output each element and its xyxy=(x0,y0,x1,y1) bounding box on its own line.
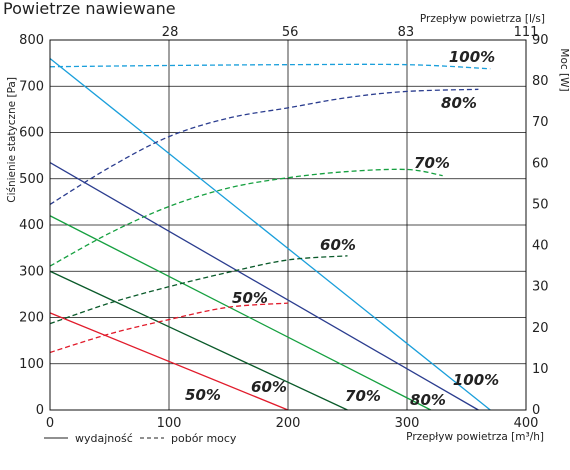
y-left-tick-label: 200 xyxy=(19,311,44,326)
legend-solid-label: wydajność xyxy=(75,432,133,445)
y-right-tick-label: 40 xyxy=(532,239,549,254)
y-left-tick-label: 400 xyxy=(19,218,44,233)
y-right-tick-label: 10 xyxy=(532,362,549,377)
series-label-pressure-70pct: 70% xyxy=(345,387,381,405)
legend: wydajność pobór mocy xyxy=(44,432,237,445)
series-label-pressure-60pct: 60% xyxy=(251,378,287,396)
x-top-tick-label: 56 xyxy=(282,25,299,40)
y-right-tick-label: 50 xyxy=(532,197,549,212)
axes: 0100200300400500600700800010203040506070… xyxy=(6,13,570,443)
legend-dashed-label: pobór mocy xyxy=(171,432,237,445)
series-label-power-80pct: 80% xyxy=(441,94,477,112)
series-labels: 50% 60% 70% 80% 100% 60% 70% 80% 100% 50% xyxy=(185,48,499,409)
y-left-tick-label: 0 xyxy=(36,403,44,418)
power-curve-50pct xyxy=(49,302,289,354)
y-right-tick-label: 20 xyxy=(532,321,549,336)
x-top-tick-label: 28 xyxy=(162,25,179,40)
series-label-power-70pct: 70% xyxy=(414,154,450,172)
x-bottom-tick-label: 400 xyxy=(514,416,539,431)
power-curve-100pct xyxy=(49,63,491,70)
series-label-pressure-80pct: 80% xyxy=(410,391,446,409)
pressure-line-50pct xyxy=(49,312,289,411)
x-bottom-tick-label: 200 xyxy=(276,416,301,431)
x-bottom-tick-label: 300 xyxy=(395,416,420,431)
x-top-axis-label: Przepływ powietrza [l/s] xyxy=(420,13,545,25)
y-right-tick-label: 60 xyxy=(532,156,549,171)
series-label-pressure-50pct: 50% xyxy=(185,386,221,404)
y-right-tick-label: 90 xyxy=(532,33,549,48)
y-right-axis-label: Moc [W] xyxy=(558,48,570,91)
y-right-tick-label: 80 xyxy=(532,74,549,89)
power-curve-70pct xyxy=(49,168,443,267)
series-label-pressure-100pct: 100% xyxy=(453,371,499,389)
y-left-tick-label: 800 xyxy=(19,33,44,48)
plot-frame xyxy=(49,39,527,411)
pressure-line-70pct xyxy=(49,215,432,411)
y-right-tick-label: 0 xyxy=(532,403,540,418)
power-curve-60pct xyxy=(49,255,348,325)
x-bottom-axis-label: Przepływ powietrza [m³/h] xyxy=(406,431,544,443)
grid xyxy=(50,39,526,410)
y-left-tick-label: 100 xyxy=(19,357,44,372)
y-right-tick-label: 30 xyxy=(532,280,549,295)
power-curve-80pct xyxy=(49,88,479,205)
chart-title: Powietrze nawiewane xyxy=(3,0,176,18)
y-left-tick-label: 300 xyxy=(19,264,44,279)
series-label-power-100pct: 100% xyxy=(449,48,495,66)
series-group xyxy=(49,57,491,411)
x-bottom-tick-label: 100 xyxy=(157,416,182,431)
x-top-tick-label: 83 xyxy=(398,25,415,40)
x-top-tick-label: 111 xyxy=(514,25,539,40)
y-right-tick-label: 70 xyxy=(532,115,549,130)
pressure-line-80pct xyxy=(49,162,479,411)
series-label-power-50pct: 50% xyxy=(232,289,268,307)
y-left-axis-label: Ciśnienie statyczne [Pa] xyxy=(6,77,18,203)
pressure-line-60pct xyxy=(49,270,348,411)
y-left-tick-label: 700 xyxy=(19,79,44,94)
y-left-tick-label: 500 xyxy=(19,172,44,187)
y-left-tick-label: 600 xyxy=(19,126,44,141)
x-bottom-tick-label: 0 xyxy=(46,416,54,431)
pressure-line-100pct xyxy=(49,57,491,411)
series-label-power-60pct: 60% xyxy=(320,236,356,254)
